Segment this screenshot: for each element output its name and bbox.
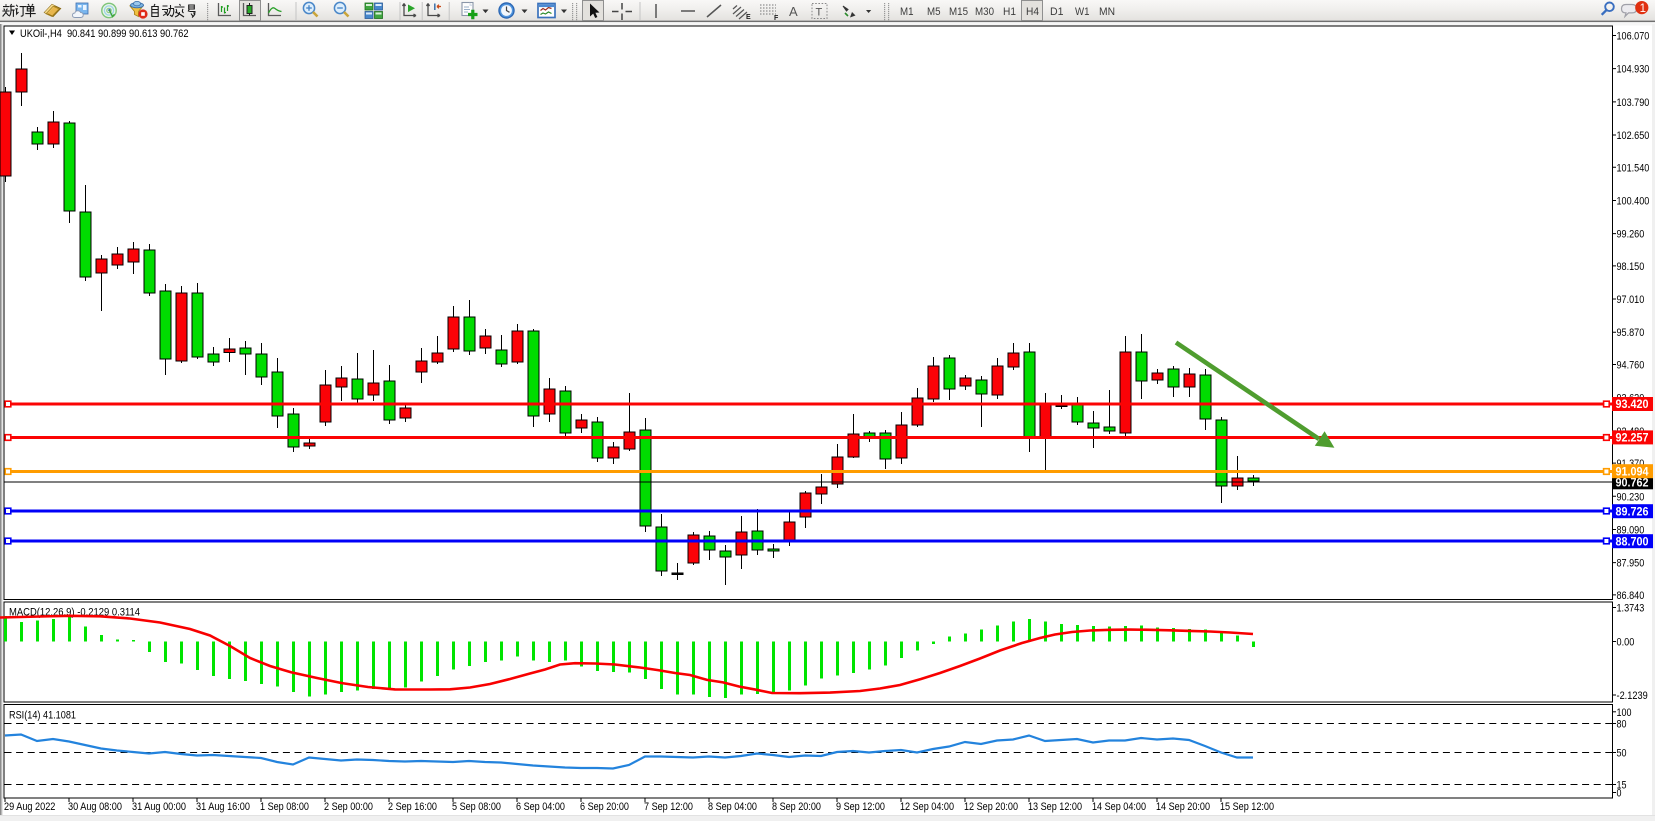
svg-text:106.070: 106.070 [1617,31,1650,43]
svg-text:101.540: 101.540 [1617,162,1650,174]
svg-text:E: E [746,14,751,21]
svg-text:2 Sep 00:00: 2 Sep 00:00 [324,801,373,813]
svg-text:D1: D1 [1050,6,1064,18]
svg-text:T: T [816,7,823,19]
svg-text:95.870: 95.870 [1617,327,1645,339]
svg-text:M30: M30 [975,6,994,18]
svg-text:6 Sep 04:00: 6 Sep 04:00 [516,801,565,813]
svg-text:14 Sep 04:00: 14 Sep 04:00 [1092,801,1146,813]
svg-text:-2.1239: -2.1239 [1617,690,1648,702]
svg-text:100.400: 100.400 [1617,195,1650,207]
svg-text:F: F [774,15,779,22]
svg-text:30 Aug 08:00: 30 Aug 08:00 [68,801,122,813]
svg-text:89.090: 89.090 [1617,524,1645,536]
svg-text:87.950: 87.950 [1617,558,1645,570]
svg-text:0: 0 [1617,788,1622,800]
svg-text:15 Sep 12:00: 15 Sep 12:00 [1220,801,1274,813]
svg-text:93.420: 93.420 [1616,399,1649,411]
svg-text:31 Aug 16:00: 31 Aug 16:00 [196,801,250,813]
svg-text:89.726: 89.726 [1616,506,1649,518]
svg-text:15: 15 [1617,780,1627,792]
svg-text:MN: MN [1099,6,1115,18]
svg-text:80: 80 [1617,719,1627,731]
svg-text:12 Sep 20:00: 12 Sep 20:00 [964,801,1018,813]
svg-text:99.260: 99.260 [1617,229,1645,241]
svg-text:90.230: 90.230 [1617,491,1645,503]
svg-text:W1: W1 [1075,6,1090,18]
svg-text:1.3743: 1.3743 [1617,603,1645,615]
svg-text:M15: M15 [949,6,968,18]
svg-text:8 Sep 04:00: 8 Sep 04:00 [708,801,757,813]
svg-text:0.00: 0.00 [1617,637,1635,649]
svg-text:103.790: 103.790 [1617,97,1650,109]
svg-text:M5: M5 [927,6,941,18]
svg-text:RSI(14) 41.1081: RSI(14) 41.1081 [9,710,76,722]
svg-text:92.257: 92.257 [1616,433,1649,445]
svg-text:5 Sep 08:00: 5 Sep 08:00 [452,801,501,813]
svg-text:90.762: 90.762 [1616,478,1649,490]
svg-text:94.760: 94.760 [1617,360,1645,372]
svg-text:88.700: 88.700 [1616,536,1649,548]
svg-text:M1: M1 [900,6,914,18]
svg-text:UKOil-,H4 90.841 90.899 90.61: UKOil-,H4 90.841 90.899 90.613 90.762 [20,28,189,40]
svg-text:29 Aug 2022: 29 Aug 2022 [4,801,55,813]
svg-text:A: A [789,4,798,19]
svg-text:104.930: 104.930 [1617,64,1650,76]
svg-text:9 Sep 12:00: 9 Sep 12:00 [836,801,885,813]
svg-text:8 Sep 20:00: 8 Sep 20:00 [772,801,821,813]
svg-text:H4: H4 [1026,6,1039,18]
svg-text:31 Aug 00:00: 31 Aug 00:00 [132,801,186,813]
svg-text:98.150: 98.150 [1617,261,1645,273]
svg-text:1: 1 [1640,3,1646,15]
svg-text:100: 100 [1617,707,1632,719]
svg-text:91.094: 91.094 [1616,466,1650,478]
svg-text:14 Sep 20:00: 14 Sep 20:00 [1156,801,1210,813]
svg-text:13 Sep 12:00: 13 Sep 12:00 [1028,801,1082,813]
svg-text:102.650: 102.650 [1617,130,1650,142]
svg-text:86.840: 86.840 [1617,590,1645,602]
svg-text:1 Sep 08:00: 1 Sep 08:00 [260,801,309,813]
svg-text:2 Sep 16:00: 2 Sep 16:00 [388,801,437,813]
svg-text:7 Sep 12:00: 7 Sep 12:00 [644,801,693,813]
svg-text:H1: H1 [1003,6,1016,18]
svg-text:12 Sep 04:00: 12 Sep 04:00 [900,801,954,813]
svg-text:50: 50 [1617,748,1627,760]
svg-text:97.010: 97.010 [1617,294,1645,306]
svg-text:6 Sep 20:00: 6 Sep 20:00 [580,801,629,813]
